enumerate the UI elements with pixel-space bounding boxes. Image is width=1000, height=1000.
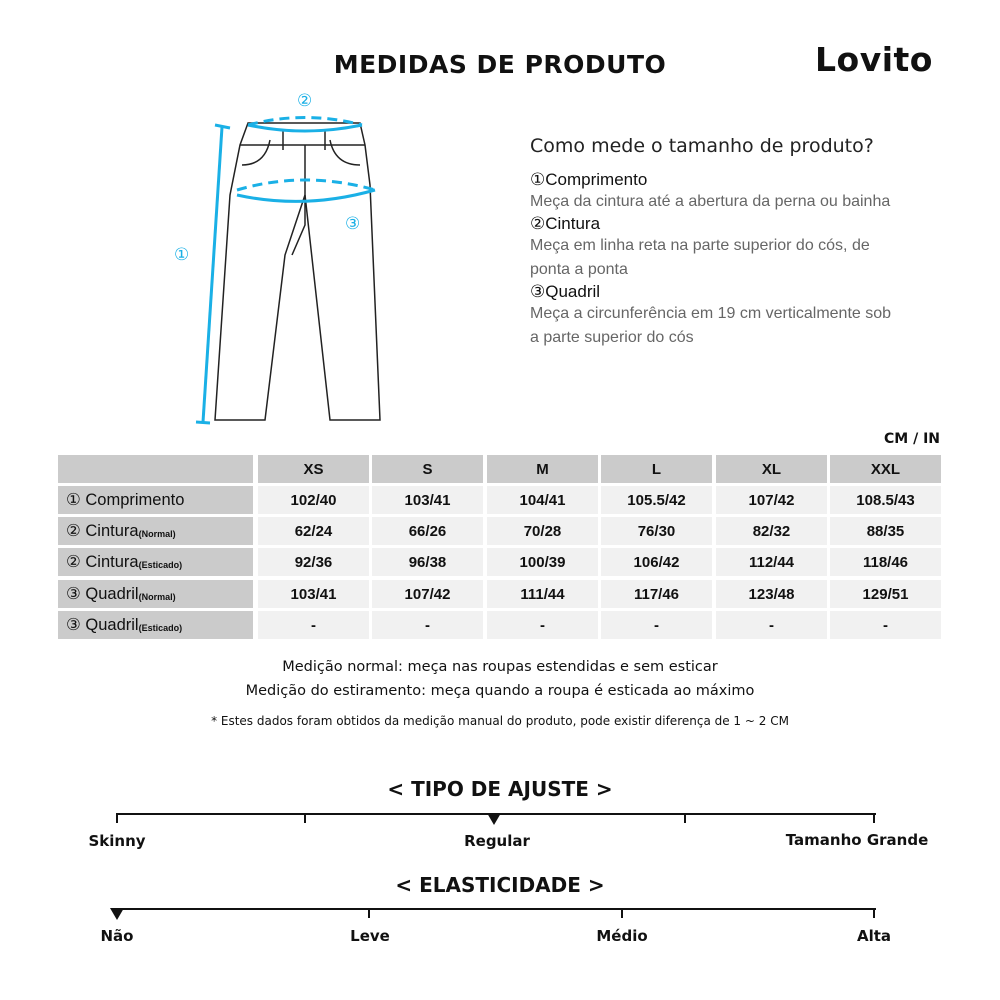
guide-item-title: ③Quadril: [530, 282, 601, 301]
elasticity-label-medio: Médio: [596, 927, 648, 945]
note-stretch: Medição do estiramento: meça quando a ro…: [245, 683, 755, 699]
row-label: ③ Quadril (Normal): [58, 580, 253, 608]
fit-label-large: Tamanho Grande: [785, 831, 929, 849]
table-cell: 92/36: [258, 548, 369, 576]
marker-length: ①: [174, 245, 189, 265]
table-cell: 106/42: [601, 548, 712, 576]
row-label-text: ① Comprimento: [66, 491, 185, 509]
row-label-qualifier: (Normal): [138, 592, 176, 602]
table-cell: 112/44: [716, 548, 827, 576]
table-cell: -: [487, 611, 598, 639]
size-header: L: [601, 455, 712, 483]
table-cell: -: [372, 611, 483, 639]
row-label-qualifier: (Normal): [138, 529, 176, 539]
fit-selected-marker-icon: [487, 813, 501, 825]
size-header: XL: [716, 455, 827, 483]
row-label: ③ Quadril (Esticado): [58, 611, 253, 639]
marker-waist: ②: [297, 91, 312, 111]
row-label: ② Cintura (Normal): [58, 517, 253, 545]
table-cell: 105.5/42: [601, 486, 712, 514]
row-label-text: ③ Quadril: [66, 585, 139, 603]
table-cell: 96/38: [372, 548, 483, 576]
table-cell: 62/24: [258, 517, 369, 545]
size-header: S: [372, 455, 483, 483]
guide-item-desc: Meça em linha reta na parte superior do …: [530, 237, 870, 278]
brand-logo: Lovito: [815, 40, 933, 79]
table-header-corner: [58, 455, 253, 483]
guide-item-title: ①Comprimento: [530, 170, 648, 189]
elasticity-title: < ELASTICIDADE >: [395, 873, 605, 897]
table-cell: -: [830, 611, 941, 639]
size-header: XXL: [830, 455, 941, 483]
row-label-text: ② Cintura: [66, 522, 139, 540]
table-cell: 88/35: [830, 517, 941, 545]
table-cell: 103/41: [372, 486, 483, 514]
table-cell: 117/46: [601, 580, 712, 608]
table-cell: 70/28: [487, 517, 598, 545]
row-label: ② Cintura (Esticado): [58, 548, 253, 576]
row-label-text: ③ Quadril: [66, 616, 139, 634]
table-cell: 100/39: [487, 548, 598, 576]
measurement-guide: ①Comprimento Meça da cintura até a abert…: [530, 170, 900, 350]
table-cell: 82/32: [716, 517, 827, 545]
length-line: [201, 126, 224, 423]
fit-label-skinny: Skinny: [88, 832, 146, 850]
row-label-text: ② Cintura: [66, 553, 139, 571]
elasticity-scale-line: [117, 908, 876, 910]
guide-item-title: ②Cintura: [530, 214, 601, 233]
table-cell: 76/30: [601, 517, 712, 545]
fit-label-regular: Regular: [464, 832, 530, 850]
note-normal: Medição normal: meça nas roupas estendid…: [282, 659, 718, 675]
row-label-qualifier: (Esticado): [138, 623, 183, 633]
elasticity-label-nao: Não: [100, 927, 134, 945]
guide-item-desc: Meça a circunferência em 19 cm verticalm…: [530, 305, 892, 346]
table-cell: 129/51: [830, 580, 941, 608]
fit-title: < TIPO DE AJUSTE >: [387, 777, 613, 801]
table-cell: -: [601, 611, 712, 639]
table-cell: 107/42: [716, 486, 827, 514]
table-cell: 103/41: [258, 580, 369, 608]
elasticity-label-leve: Leve: [350, 927, 390, 945]
size-header: M: [487, 455, 598, 483]
elasticity-selected-marker-icon: [110, 908, 124, 920]
table-cell: 118/46: [830, 548, 941, 576]
guide-item-desc: Meça da cintura até a abertura da perna …: [530, 193, 891, 210]
table-cell: -: [716, 611, 827, 639]
guide-heading: Como mede o tamanho de produto?: [530, 135, 874, 157]
table-cell: 108.5/43: [830, 486, 941, 514]
marker-hip: ③: [345, 214, 360, 234]
table-cell: 111/44: [487, 580, 598, 608]
table-cell: 102/40: [258, 486, 369, 514]
row-label: ① Comprimento: [58, 486, 253, 514]
table-cell: 123/48: [716, 580, 827, 608]
note-disclaimer: * Estes dados foram obtidos da medição m…: [211, 714, 789, 728]
elasticity-label-alta: Alta: [856, 927, 892, 945]
table-cell: 104/41: [487, 486, 598, 514]
table-cell: 66/26: [372, 517, 483, 545]
pants-diagram: ② ① ③: [174, 91, 381, 425]
unit-label: CM / IN: [884, 431, 940, 447]
size-header: XS: [258, 455, 369, 483]
page-title: MEDIDAS DE PRODUTO: [333, 50, 667, 79]
table-cell: 107/42: [372, 580, 483, 608]
row-label-qualifier: (Esticado): [138, 560, 183, 570]
table-cell: -: [258, 611, 369, 639]
